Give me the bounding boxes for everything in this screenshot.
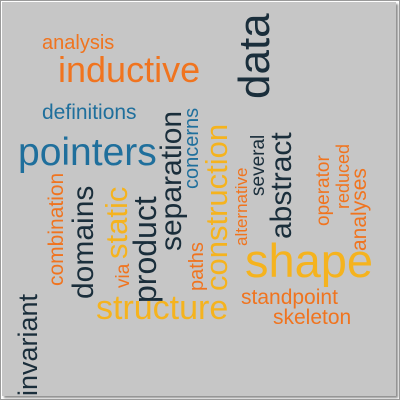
word-several: several [248, 134, 269, 196]
word-inductive: inductive [58, 49, 201, 90]
word-pointers: pointers [18, 131, 157, 174]
word-operator: operator [313, 155, 334, 226]
word-via: via [113, 263, 134, 288]
word-paths: paths [186, 242, 208, 291]
word-skeleton: skeleton [273, 306, 352, 329]
word-invariant: invariant [13, 293, 43, 396]
word-standpoint: standpoint [241, 286, 338, 309]
word-combination: combination [45, 172, 68, 286]
word-alternative: alternative [232, 167, 251, 246]
word-structure: structure [96, 289, 229, 327]
word-shape: shape [245, 234, 374, 287]
word-domains: domains [67, 185, 100, 299]
word-definitions: definitions [42, 101, 137, 124]
word-analysis: analysis [42, 32, 115, 54]
word-analyses: analyses [348, 168, 371, 251]
word-abstract: abstract [265, 132, 298, 239]
cloud-background [2, 2, 396, 396]
word-data: data [230, 13, 279, 99]
